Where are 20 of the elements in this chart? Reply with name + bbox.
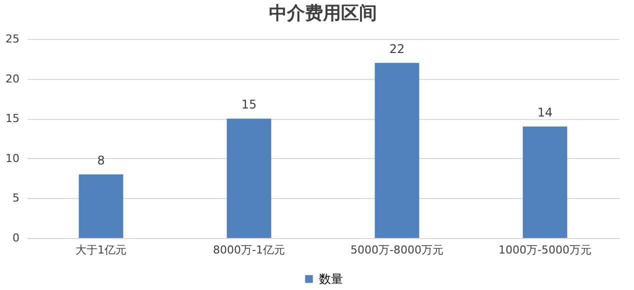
y-tick-label: 20: [6, 72, 20, 86]
y-tick-label: 5: [12, 192, 20, 205]
x-tick-label: 8000万-1亿元: [213, 244, 285, 256]
x-tick-label: 1000万-5000万元: [498, 244, 592, 256]
data-label: 14: [537, 106, 553, 120]
data-label: 8: [97, 153, 105, 168]
data-label: 15: [241, 98, 257, 112]
bar: [78, 174, 124, 238]
chart-title: 中介费用区间: [269, 3, 377, 24]
bar: [374, 62, 420, 238]
data-label: 22: [389, 42, 405, 56]
x-tick-label: 5000万-8000万元: [350, 244, 444, 256]
y-tick-label: 0: [12, 232, 20, 244]
bar: [522, 126, 568, 238]
y-tick-label: 25: [6, 32, 20, 46]
y-tick-label: 15: [6, 112, 20, 126]
y-tick-label: 10: [6, 152, 20, 165]
x-tick-label: 大于1亿元: [76, 244, 126, 256]
bar: [226, 118, 272, 238]
legend-label: 数量: [319, 272, 343, 286]
